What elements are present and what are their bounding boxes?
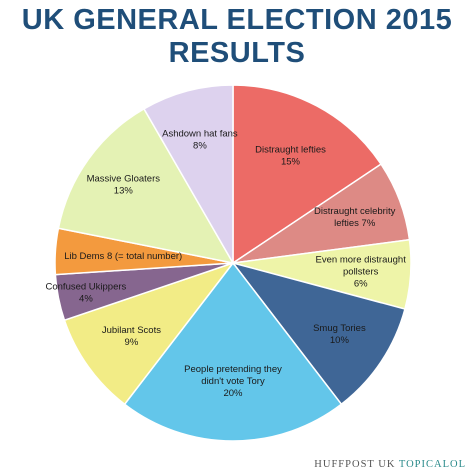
slice-label-8: Massive Gloaters 13% xyxy=(87,173,161,196)
slice-label-3: Smug Tories 10% xyxy=(313,323,366,346)
pie-slice-9 xyxy=(142,84,234,266)
slice-label-5: Jubilant Scots 9% xyxy=(102,325,161,348)
slice-label-2: Even more distraught pollsters 6% xyxy=(316,254,407,289)
slice-label-line: 6% xyxy=(354,278,368,289)
title-line-1: UK GENERAL ELECTION 2015 xyxy=(21,4,453,36)
slice-label-line: 13% xyxy=(114,185,134,196)
slice-label-7: Lib Dems 8 (= total number) xyxy=(64,251,182,262)
slice-label-line: 20% xyxy=(223,388,243,399)
slice-label-line: Distraught celebrity xyxy=(314,206,396,217)
slice-label-line: 8% xyxy=(193,140,207,151)
slice-label-line: 15% xyxy=(281,156,301,167)
slice-label-6: Confused Ukippers 4% xyxy=(46,281,127,304)
slice-label-0: Distraught lefties 15% xyxy=(255,144,326,167)
pie-slice-0 xyxy=(232,84,383,265)
slice-label-line: didn't vote Tory xyxy=(201,376,265,387)
slice-label-line: Distraught lefties xyxy=(255,144,326,155)
credit-main: HUFFPOST UK xyxy=(314,459,399,470)
pie-slice-3 xyxy=(231,261,406,406)
slice-label-4: People pretending they didn't vote Tory 20… xyxy=(184,364,282,399)
slice-label-1: Distraught celebrity lefties 7% xyxy=(314,206,396,229)
pie-slice-4 xyxy=(123,261,343,442)
slice-label-line: Massive Gloaters xyxy=(87,173,161,184)
slice-label-line: Smug Tories xyxy=(313,323,366,334)
credit-text: HUFFPOST UK TOPICALOL xyxy=(314,459,466,470)
pie-slice-5 xyxy=(63,261,236,406)
slice-label-line: Jubilant Scots xyxy=(102,325,161,336)
slice-label-line: pollsters xyxy=(343,266,379,277)
pie-slice-8 xyxy=(57,107,235,265)
slice-label-line: 10% xyxy=(330,335,350,346)
slice-label-line: Confused Ukippers xyxy=(46,281,127,292)
page-title: UK GENERAL ELECTION 2015 RESULTS xyxy=(0,4,474,70)
slice-label-line: 4% xyxy=(79,293,93,304)
slice-label-9: Ashdown hat fans 8% xyxy=(162,128,238,151)
slice-label-line: Ashdown hat fans xyxy=(162,128,238,139)
slice-label-line: People pretending they xyxy=(184,364,282,375)
credit-accent: TOPICALOL xyxy=(398,459,466,470)
slice-label-line: Even more distraught xyxy=(316,254,407,265)
title-line-2: RESULTS xyxy=(168,37,306,69)
slice-label-line: 9% xyxy=(125,337,139,348)
slice-label-line: Lib Dems 8 (= total number) xyxy=(64,251,182,262)
slice-label-line: lefties 7% xyxy=(334,218,376,229)
